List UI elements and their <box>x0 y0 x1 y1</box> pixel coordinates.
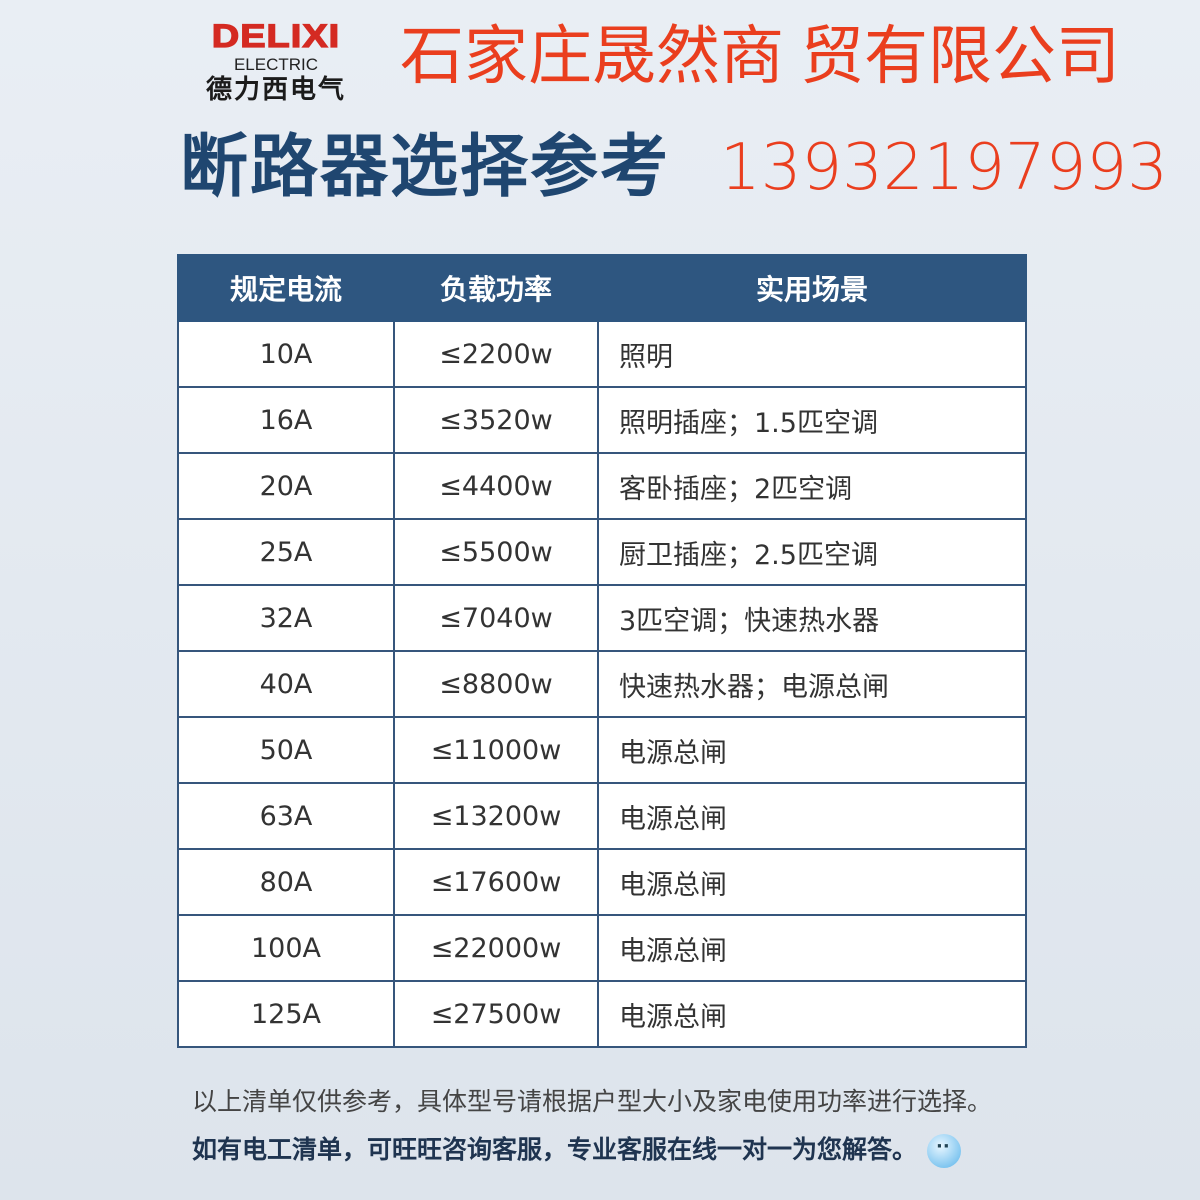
table-row: 32A ≤7040w 3匹空调；快速热水器 <box>177 584 1027 652</box>
header-rated-current: 规定电流 <box>177 254 395 322</box>
logo: DELIXI ELECTRIC 德力西电气 <box>176 18 376 106</box>
cell-power: ≤27500w <box>393 980 599 1048</box>
cell-power: ≤5500w <box>393 518 599 586</box>
header-load-power: 负载功率 <box>393 254 599 322</box>
cell-usage: 客卧插座；2匹空调 <box>597 452 1027 520</box>
cell-current: 16A <box>177 386 395 454</box>
cell-power: ≤11000w <box>393 716 599 784</box>
table-row: 100A ≤22000w 电源总闸 <box>177 914 1027 982</box>
cell-current: 63A <box>177 782 395 850</box>
cell-usage: 电源总闸 <box>597 782 1027 850</box>
cell-usage: 电源总闸 <box>597 980 1027 1048</box>
cell-current: 20A <box>177 452 395 520</box>
wangwang-chat-icon[interactable] <box>927 1134 962 1168</box>
cell-usage: 厨卫插座；2.5匹空调 <box>597 518 1027 586</box>
cell-current: 40A <box>177 650 395 718</box>
table-row: 50A ≤11000w 电源总闸 <box>177 716 1027 784</box>
table-row: 16A ≤3520w 照明插座；1.5匹空调 <box>177 386 1027 454</box>
note-contact: 如有电工清单，可旺旺咨询客服，专业客服在线一对一为您解答。 <box>192 1130 962 1168</box>
table-row: 40A ≤8800w 快速热水器；电源总闸 <box>177 650 1027 718</box>
note-contact-text: 如有电工清单，可旺旺咨询客服，专业客服在线一对一为您解答。 <box>192 1135 918 1164</box>
page-title: 断路器选择参考 <box>180 128 671 207</box>
table-row: 63A ≤13200w 电源总闸 <box>177 782 1027 850</box>
cell-power: ≤3520w <box>393 386 599 454</box>
cell-current: 50A <box>177 716 395 784</box>
cell-current: 25A <box>177 518 395 586</box>
cell-power: ≤17600w <box>393 848 599 916</box>
logo-cn: 德力西电气 <box>205 75 346 105</box>
cell-usage: 电源总闸 <box>597 848 1027 916</box>
cell-usage: 快速热水器；电源总闸 <box>597 650 1027 718</box>
table-row: 20A ≤4400w 客卧插座；2匹空调 <box>177 452 1027 520</box>
logo-brand: DELIXI <box>211 19 341 55</box>
cell-usage: 照明 <box>597 320 1027 388</box>
cell-usage: 电源总闸 <box>597 716 1027 784</box>
table-row: 25A ≤5500w 厨卫插座；2.5匹空调 <box>177 518 1027 586</box>
cell-current: 80A <box>177 848 395 916</box>
table-row: 80A ≤17600w 电源总闸 <box>177 848 1027 916</box>
cell-current: 100A <box>177 914 395 982</box>
cell-power: ≤4400w <box>393 452 599 520</box>
table-header-row: 规定电流 负载功率 实用场景 <box>177 254 1027 322</box>
cell-power: ≤13200w <box>393 782 599 850</box>
table-row: 125A ≤27500w 电源总闸 <box>177 980 1027 1048</box>
cell-usage: 电源总闸 <box>597 914 1027 982</box>
cell-usage: 3匹空调；快速热水器 <box>597 584 1027 652</box>
cell-current: 32A <box>177 584 395 652</box>
table-row: 10A ≤2200w 照明 <box>177 320 1027 388</box>
watermark-line-2: 贸有限公司 <box>800 20 1120 94</box>
note-disclaimer: 以上清单仅供参考，具体型号请根据户型大小及家电使用功率进行选择。 <box>192 1087 993 1116</box>
breaker-table: 规定电流 负载功率 实用场景 10A ≤2200w 照明 16A ≤3520w 照明插座；… <box>177 254 1027 1048</box>
cell-power: ≤8800w <box>393 650 599 718</box>
logo-sub: ELECTRIC <box>233 55 319 74</box>
cell-power: ≤2200w <box>393 320 599 388</box>
cell-power: ≤22000w <box>393 914 599 982</box>
cell-current: 125A <box>177 980 395 1048</box>
cell-usage: 照明插座；1.5匹空调 <box>597 386 1027 454</box>
cell-power: ≤7040w <box>393 584 599 652</box>
cell-current: 10A <box>177 320 395 388</box>
header-usage: 实用场景 <box>597 254 1027 322</box>
watermark-line-3: 13932197993 <box>720 131 1168 205</box>
watermark-line-1: 石家庄晟然商 <box>400 20 784 94</box>
